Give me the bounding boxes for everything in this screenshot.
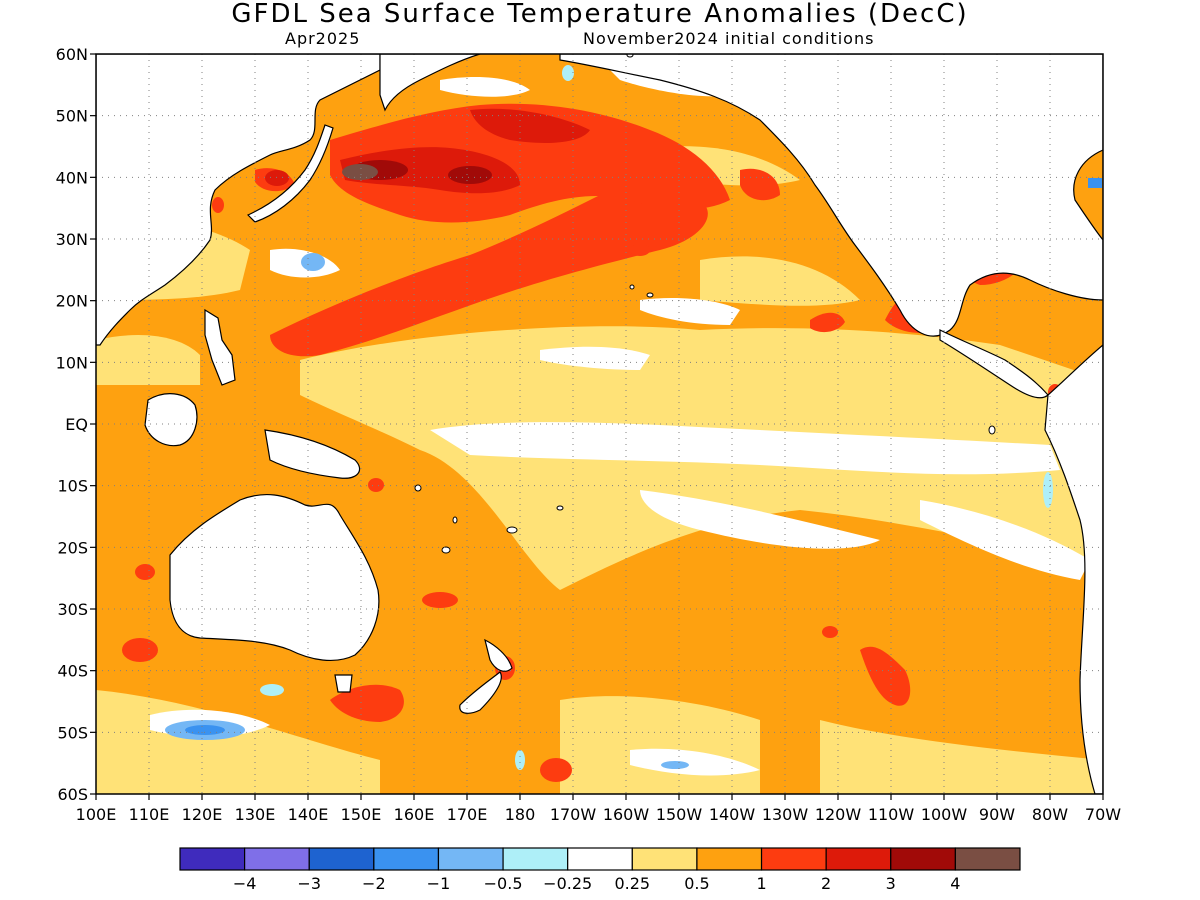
anomaly-contour-above-4 xyxy=(342,164,378,180)
south-america-landmass xyxy=(1044,344,1103,794)
axis-ticks xyxy=(90,53,1104,800)
longitude-label: 110W xyxy=(868,805,915,824)
initial-conditions-label: November2024 initial conditions xyxy=(583,29,875,48)
colorbar-swatch xyxy=(631,847,698,871)
anomaly-field xyxy=(96,54,1103,794)
colorbar-swatch xyxy=(308,847,375,871)
colorbar-label: −4 xyxy=(233,874,257,893)
new-guinea-island xyxy=(264,429,361,479)
longitude-label: 110E xyxy=(129,805,170,824)
longitude-axis: 100E 110E 120E 130E 140E 150E 160E 170E 180 170W 1… xyxy=(76,805,1122,824)
longitude-label: 180 xyxy=(505,805,536,824)
longitude-label: 140E xyxy=(288,805,329,824)
longitude-label: 100E xyxy=(76,805,117,824)
colorbar-label: 2 xyxy=(821,874,831,893)
colorbar-label: 1 xyxy=(756,874,766,893)
colorbar-label: −2 xyxy=(362,874,386,893)
north-america-landmass xyxy=(559,54,1103,337)
longitude-label: 120E xyxy=(182,805,223,824)
longitude-label: 160E xyxy=(394,805,435,824)
colorbar-label: −1 xyxy=(427,874,451,893)
colorbar-swatch xyxy=(244,847,310,871)
longitude-label: 150E xyxy=(341,805,382,824)
latitude-label: 20S xyxy=(57,538,88,557)
colorbar-swatch xyxy=(437,847,504,871)
map-title: GFDL Sea Surface Temperature Anomalies (… xyxy=(231,0,969,29)
longitude-label: 130W xyxy=(762,805,809,824)
latitude-label: 50S xyxy=(57,723,88,742)
colorbar-swatch xyxy=(373,847,440,871)
new-zealand-south-island xyxy=(459,671,502,714)
borneo-island xyxy=(144,393,198,447)
colorbar-labels: −4 −3 −2 −1 −0.5 −0.25 0.25 0.5 1 2 3 4 xyxy=(233,874,961,893)
asia-landmass xyxy=(96,54,381,346)
latitude-label: 40S xyxy=(57,662,88,681)
longitude-label: 70W xyxy=(1085,805,1121,824)
colorbar xyxy=(179,847,1021,871)
colorbar-swatch xyxy=(825,847,892,871)
colorbar-swatch xyxy=(502,847,569,871)
longitude-label: 130E xyxy=(235,805,276,824)
pacific-islands xyxy=(414,54,996,554)
kamchatka-landmass xyxy=(379,54,481,112)
latitude-label: 40N xyxy=(56,168,88,187)
colorbar-label: 0.5 xyxy=(684,874,709,893)
colorbar-label: −0.25 xyxy=(543,874,592,893)
tasmania-island xyxy=(334,674,353,693)
longitude-label: 80W xyxy=(1032,805,1068,824)
longitude-label: 170E xyxy=(447,805,488,824)
latitude-label: 20N xyxy=(56,292,88,311)
latitude-label: 30N xyxy=(56,230,88,249)
longitude-label: 150W xyxy=(656,805,703,824)
land-masses xyxy=(96,54,1103,794)
latitude-label: 50N xyxy=(56,107,88,126)
longitude-label: 160W xyxy=(603,805,650,824)
colorbar-label: 4 xyxy=(950,874,960,893)
colorbar-swatch xyxy=(179,847,246,871)
colorbar-label: −0.5 xyxy=(484,874,523,893)
new-zealand-north-island xyxy=(484,638,513,672)
colorbar-swatch xyxy=(760,847,827,871)
colorbar-swatch xyxy=(696,847,763,871)
colorbar-swatch xyxy=(567,847,633,871)
anomaly-contour-negative xyxy=(165,65,1102,770)
longitude-label: 90W xyxy=(979,805,1015,824)
latitude-label: 60S xyxy=(57,785,88,804)
latitude-label: 10S xyxy=(57,477,88,496)
latitude-label: 10N xyxy=(56,353,88,372)
philippines-island xyxy=(204,308,236,386)
forecast-month-label: Apr2025 xyxy=(285,29,361,48)
colorbar-swatch xyxy=(954,847,1021,871)
australia-continent xyxy=(169,494,380,661)
latitude-label: EQ xyxy=(65,415,88,434)
colorbar-label: −3 xyxy=(297,874,321,893)
latitude-label: 60N xyxy=(56,45,88,64)
japan-island xyxy=(246,124,334,223)
colorbar-label: 3 xyxy=(886,874,896,893)
longitude-label: 170W xyxy=(550,805,597,824)
longitude-label: 120W xyxy=(815,805,862,824)
longitude-label: 140W xyxy=(709,805,756,824)
longitude-label: 100W xyxy=(921,805,968,824)
colorbar-label: 0.25 xyxy=(614,874,650,893)
latitude-label: 30S xyxy=(57,600,88,619)
colorbar-swatch xyxy=(890,847,956,871)
latitude-axis: 60N 50N 40N 30N 20N 10N EQ 10S 20S 30S 40S 50S 60S xyxy=(56,45,88,804)
